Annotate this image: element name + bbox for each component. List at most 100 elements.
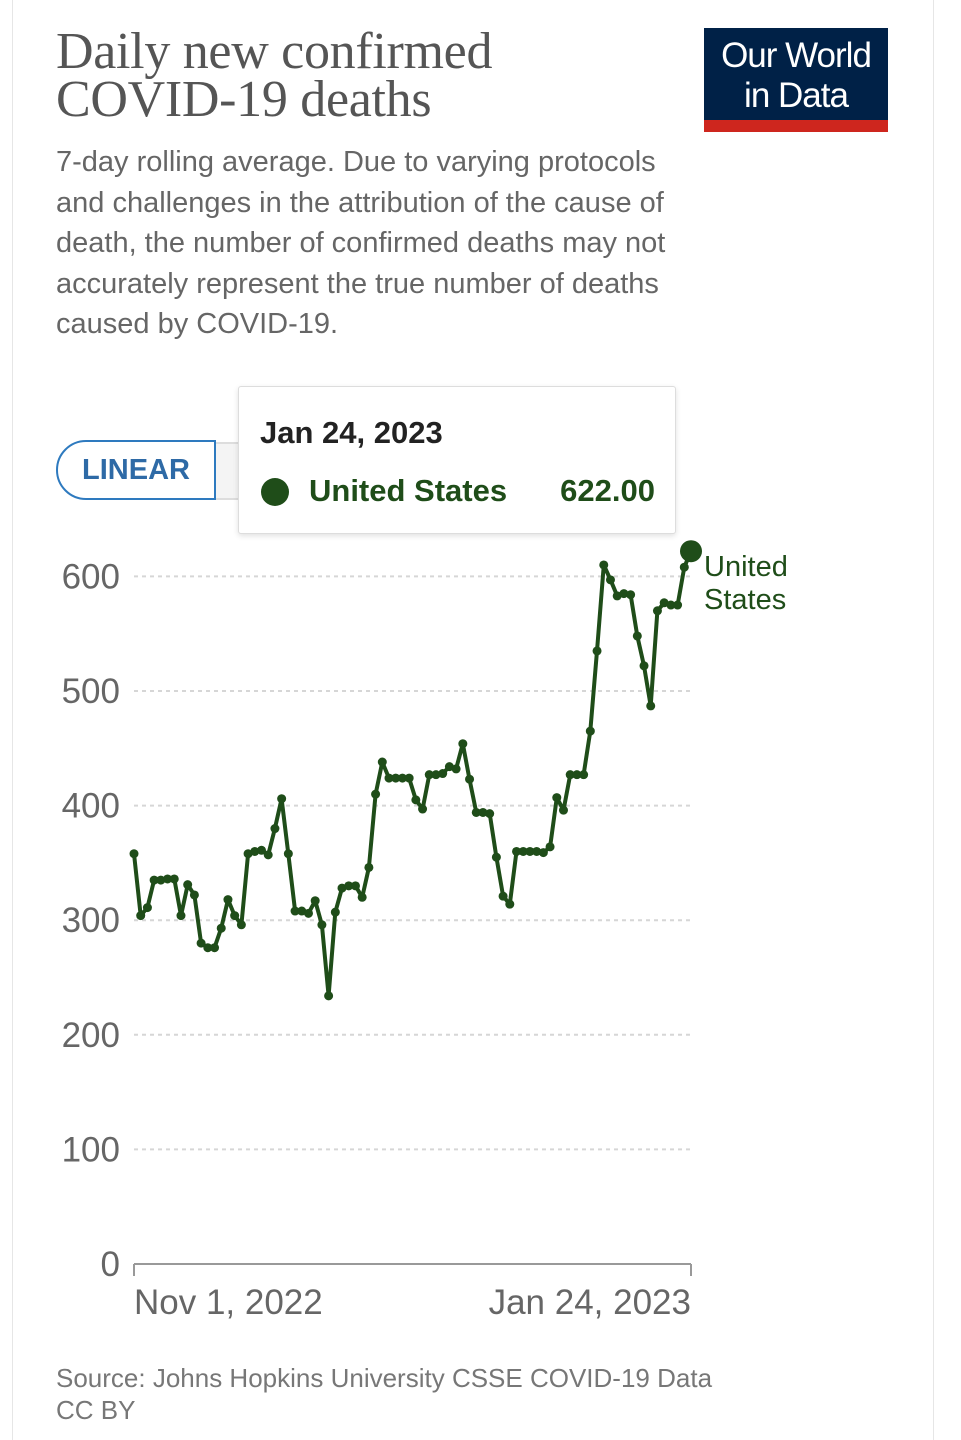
data-point xyxy=(223,895,233,905)
data-point xyxy=(451,764,461,774)
data-point xyxy=(270,824,280,834)
gridlines xyxy=(134,575,691,1151)
data-point xyxy=(438,769,448,779)
series-line-united-states[interactable] xyxy=(132,550,693,998)
data-point xyxy=(250,846,260,856)
data-point xyxy=(592,646,602,656)
data-point xyxy=(418,804,428,814)
data-point xyxy=(317,920,327,930)
data-point xyxy=(129,849,139,859)
data-point xyxy=(431,770,441,780)
data-point xyxy=(411,795,421,805)
y-tick-label-400: 400 xyxy=(62,787,120,826)
data-point xyxy=(424,770,434,780)
chart-subtitle: 7-day rolling average. Due to varying pr… xyxy=(56,146,666,340)
data-point xyxy=(357,892,367,902)
data-point xyxy=(673,600,683,610)
data-point xyxy=(330,907,340,917)
data-point xyxy=(652,606,662,616)
data-point xyxy=(485,809,495,819)
data-point xyxy=(558,805,568,815)
series-united-states[interactable] xyxy=(132,550,693,998)
data-point xyxy=(646,701,656,711)
data-point xyxy=(277,794,287,804)
data-point xyxy=(324,991,334,1001)
data-point xyxy=(632,631,642,641)
data-point xyxy=(350,881,360,891)
y-tick-label-0: 0 xyxy=(101,1245,120,1284)
data-point xyxy=(364,862,374,872)
data-point xyxy=(196,938,206,948)
data-point xyxy=(605,575,615,585)
data-point xyxy=(371,789,381,799)
hover-tooltip: Jan 24, 2023 United States 622.00 xyxy=(238,386,676,534)
data-point xyxy=(404,773,414,783)
chart-card xyxy=(12,0,934,1440)
source-text[interactable]: Source: Johns Hopkins University CSSE CO… xyxy=(56,1363,713,1393)
data-point xyxy=(552,793,562,803)
data-point xyxy=(599,560,609,570)
y-tick-label-600: 600 xyxy=(62,557,120,596)
source-note[interactable]: Source: Johns Hopkins University CSSE CO… xyxy=(56,1362,896,1426)
tooltip-series-dot-icon xyxy=(261,478,289,506)
data-point xyxy=(384,773,394,783)
y-tick-label-300: 300 xyxy=(62,901,120,940)
y-tick-label-500: 500 xyxy=(62,672,120,711)
data-point xyxy=(565,770,575,780)
data-point xyxy=(169,874,179,884)
data-point xyxy=(525,846,535,856)
logo-line-2: in Data xyxy=(744,76,849,115)
data-point xyxy=(619,589,629,599)
data-point xyxy=(263,850,273,860)
data-point xyxy=(257,845,267,855)
data-point xyxy=(303,908,313,918)
linear-scale-button[interactable]: LINEAR xyxy=(56,440,216,500)
y-tick-label-100: 100 xyxy=(62,1130,120,1169)
data-point xyxy=(579,770,589,780)
data-point xyxy=(512,846,522,856)
x-tick-label-end: Jan 24, 2023 xyxy=(489,1283,691,1322)
owid-logo[interactable]: Our World in Data xyxy=(704,28,888,132)
data-point xyxy=(505,899,515,909)
data-point xyxy=(189,890,199,900)
data-point xyxy=(465,774,475,784)
data-point xyxy=(310,896,320,906)
data-point xyxy=(538,848,548,858)
data-point xyxy=(391,773,401,783)
y-tick-label-200: 200 xyxy=(62,1016,120,1055)
data-point xyxy=(397,773,407,783)
tooltip-series-name: United States xyxy=(309,473,508,508)
data-point xyxy=(136,911,146,921)
data-point xyxy=(283,849,293,859)
x-tick-label-start: Nov 1, 2022 xyxy=(134,1283,323,1322)
chart-title: Daily new confirmed COVID-19 deaths xyxy=(56,23,493,128)
data-point xyxy=(344,881,354,891)
data-point xyxy=(478,807,488,817)
series-end-label: United States xyxy=(704,551,788,616)
license-text[interactable]: CC BY xyxy=(56,1395,136,1425)
data-point xyxy=(572,770,582,780)
data-point xyxy=(532,846,542,856)
data-point xyxy=(210,943,220,953)
data-point xyxy=(236,920,246,930)
tooltip-date: Jan 24, 2023 xyxy=(260,415,443,450)
line-chart[interactable]: 0 100 200 300 400 500 600 Nov 1, 2022 Jan 24, … xyxy=(0,520,961,1340)
data-point xyxy=(176,911,186,921)
data-point xyxy=(377,757,387,767)
data-point xyxy=(626,590,636,600)
data-point xyxy=(471,807,481,817)
data-point xyxy=(585,726,595,736)
data-point xyxy=(458,739,468,749)
data-point xyxy=(666,600,676,610)
data-point xyxy=(183,880,193,890)
data-point xyxy=(679,562,689,572)
series-label-line-2: States xyxy=(704,584,786,616)
data-point xyxy=(290,906,300,916)
logo-line-1: Our World xyxy=(721,36,872,75)
data-point xyxy=(498,891,508,901)
data-point xyxy=(163,874,173,884)
highlight-point xyxy=(680,540,702,563)
logo-red-bar xyxy=(704,120,888,132)
data-point xyxy=(639,661,649,671)
data-point xyxy=(156,875,166,885)
